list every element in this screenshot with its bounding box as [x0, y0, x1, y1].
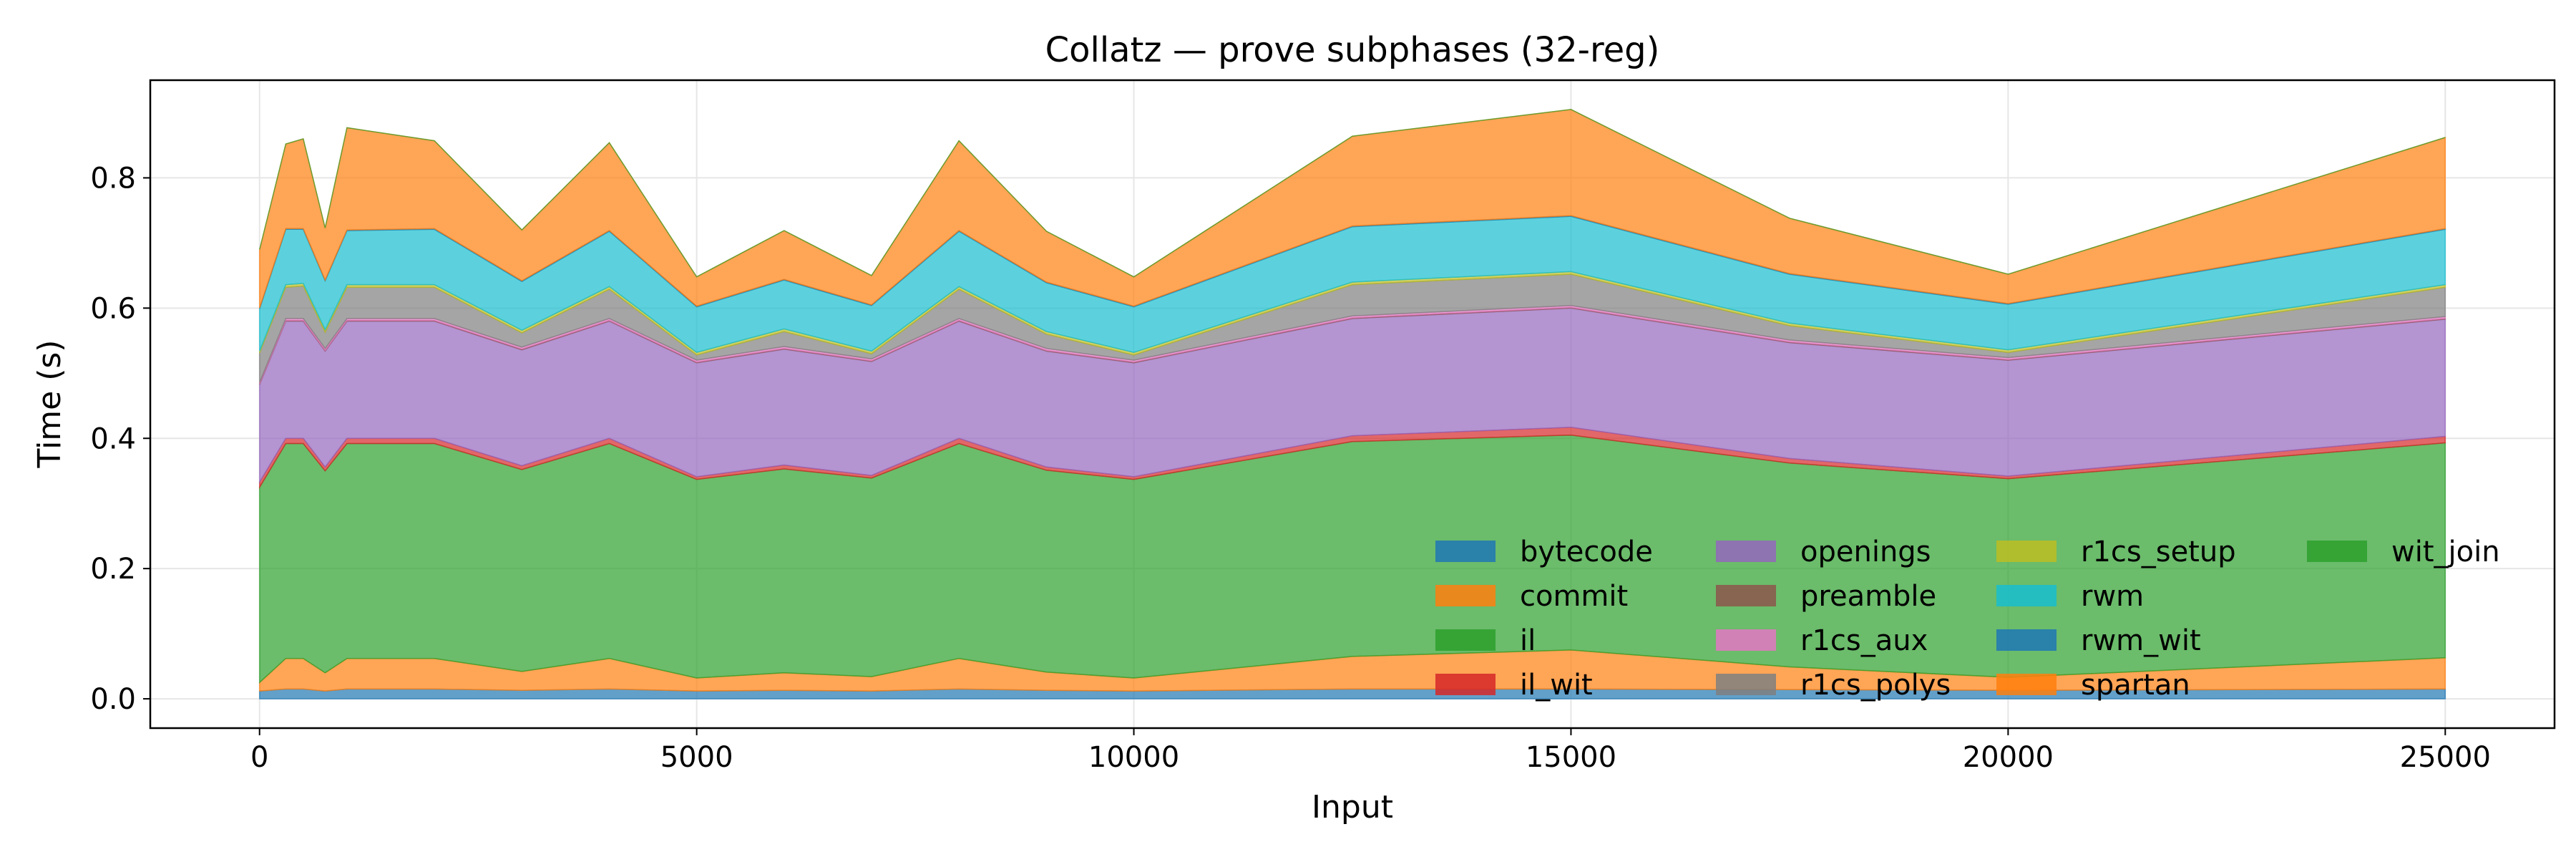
legend-swatch [1435, 585, 1496, 606]
legend-swatch [1716, 585, 1776, 606]
y-tick-label: 0.2 [90, 553, 136, 586]
legend-item-r1cs-polys: r1cs_polys [1716, 669, 1951, 702]
legend-item-rwm-wit: rwm_wit [1996, 624, 2201, 657]
legend-label: il_wit [1520, 669, 1593, 702]
area-layer [259, 109, 2446, 699]
legend-item-r1cs-setup: r1cs_setup [1996, 536, 2236, 568]
legend-item-il-wit: il_wit [1435, 669, 1593, 702]
legend-swatch [1996, 629, 2057, 651]
legend: bytecode commit il il_wit openings preamble r1… [1435, 536, 2500, 702]
area-wit-join [259, 109, 2446, 278]
legend-item-bytecode: bytecode [1435, 536, 1653, 568]
legend-swatch [1435, 541, 1496, 562]
y-tick-label: 0.6 [90, 292, 136, 325]
legend-swatch [1996, 585, 2057, 606]
legend-label: rwm_wit [2081, 624, 2201, 657]
legend-swatch [1716, 629, 1776, 651]
x-tick-label: 5000 [660, 741, 733, 774]
legend-item-spartan: spartan [1996, 669, 2190, 702]
x-tick-label: 10000 [1088, 741, 1179, 774]
x-tick-label: 0 [250, 741, 268, 774]
x-tick-label: 15000 [1526, 741, 1616, 774]
legend-swatch [1716, 541, 1776, 562]
legend-label: il [1520, 624, 1536, 657]
legend-label: preamble [1800, 580, 1936, 613]
legend-item-il: il [1435, 624, 1536, 657]
x-tick-label: 20000 [1963, 741, 2054, 774]
y-axis-label: Time (s) [31, 340, 68, 469]
legend-item-rwm: rwm [1996, 580, 2144, 613]
y-tick-label: 0.4 [90, 422, 136, 455]
legend-label: rwm [2081, 580, 2144, 613]
legend-swatch [1435, 674, 1496, 695]
legend-label: wit_join [2391, 536, 2500, 568]
legend-swatch [1435, 629, 1496, 651]
y-tick-label: 0.8 [90, 162, 136, 195]
legend-label: commit [1520, 580, 1628, 613]
legend-swatch [1716, 674, 1776, 695]
y-tick-label: 0.0 [90, 683, 136, 716]
legend-swatch [1996, 674, 2057, 695]
legend-label: openings [1800, 536, 1931, 568]
legend-swatch [2307, 541, 2367, 562]
legend-item-commit: commit [1435, 580, 1628, 613]
legend-label: r1cs_setup [2081, 536, 2236, 568]
plot-frame [149, 79, 2556, 730]
legend-item-openings: openings [1716, 536, 1931, 568]
legend-swatch [1996, 541, 2057, 562]
legend-label: spartan [2081, 669, 2190, 702]
chart-title: Collatz — prove subphases (32-reg) [1045, 30, 1660, 70]
legend-label: r1cs_polys [1800, 669, 1951, 702]
legend-label: r1cs_aux [1800, 624, 1928, 657]
legend-item-r1cs-aux: r1cs_aux [1716, 624, 1928, 657]
x-tick-label: 25000 [2400, 741, 2491, 774]
tick-layer: 0 5000 10000 15000 20000 25000 0.0 0.2 0.4 0.6 0.8 [90, 162, 2491, 774]
x-axis-label: Input [1312, 789, 1393, 825]
legend-label: bytecode [1520, 536, 1653, 568]
legend-item-preamble: preamble [1716, 580, 1936, 613]
legend-item-wit-join: wit_join [2307, 536, 2500, 568]
